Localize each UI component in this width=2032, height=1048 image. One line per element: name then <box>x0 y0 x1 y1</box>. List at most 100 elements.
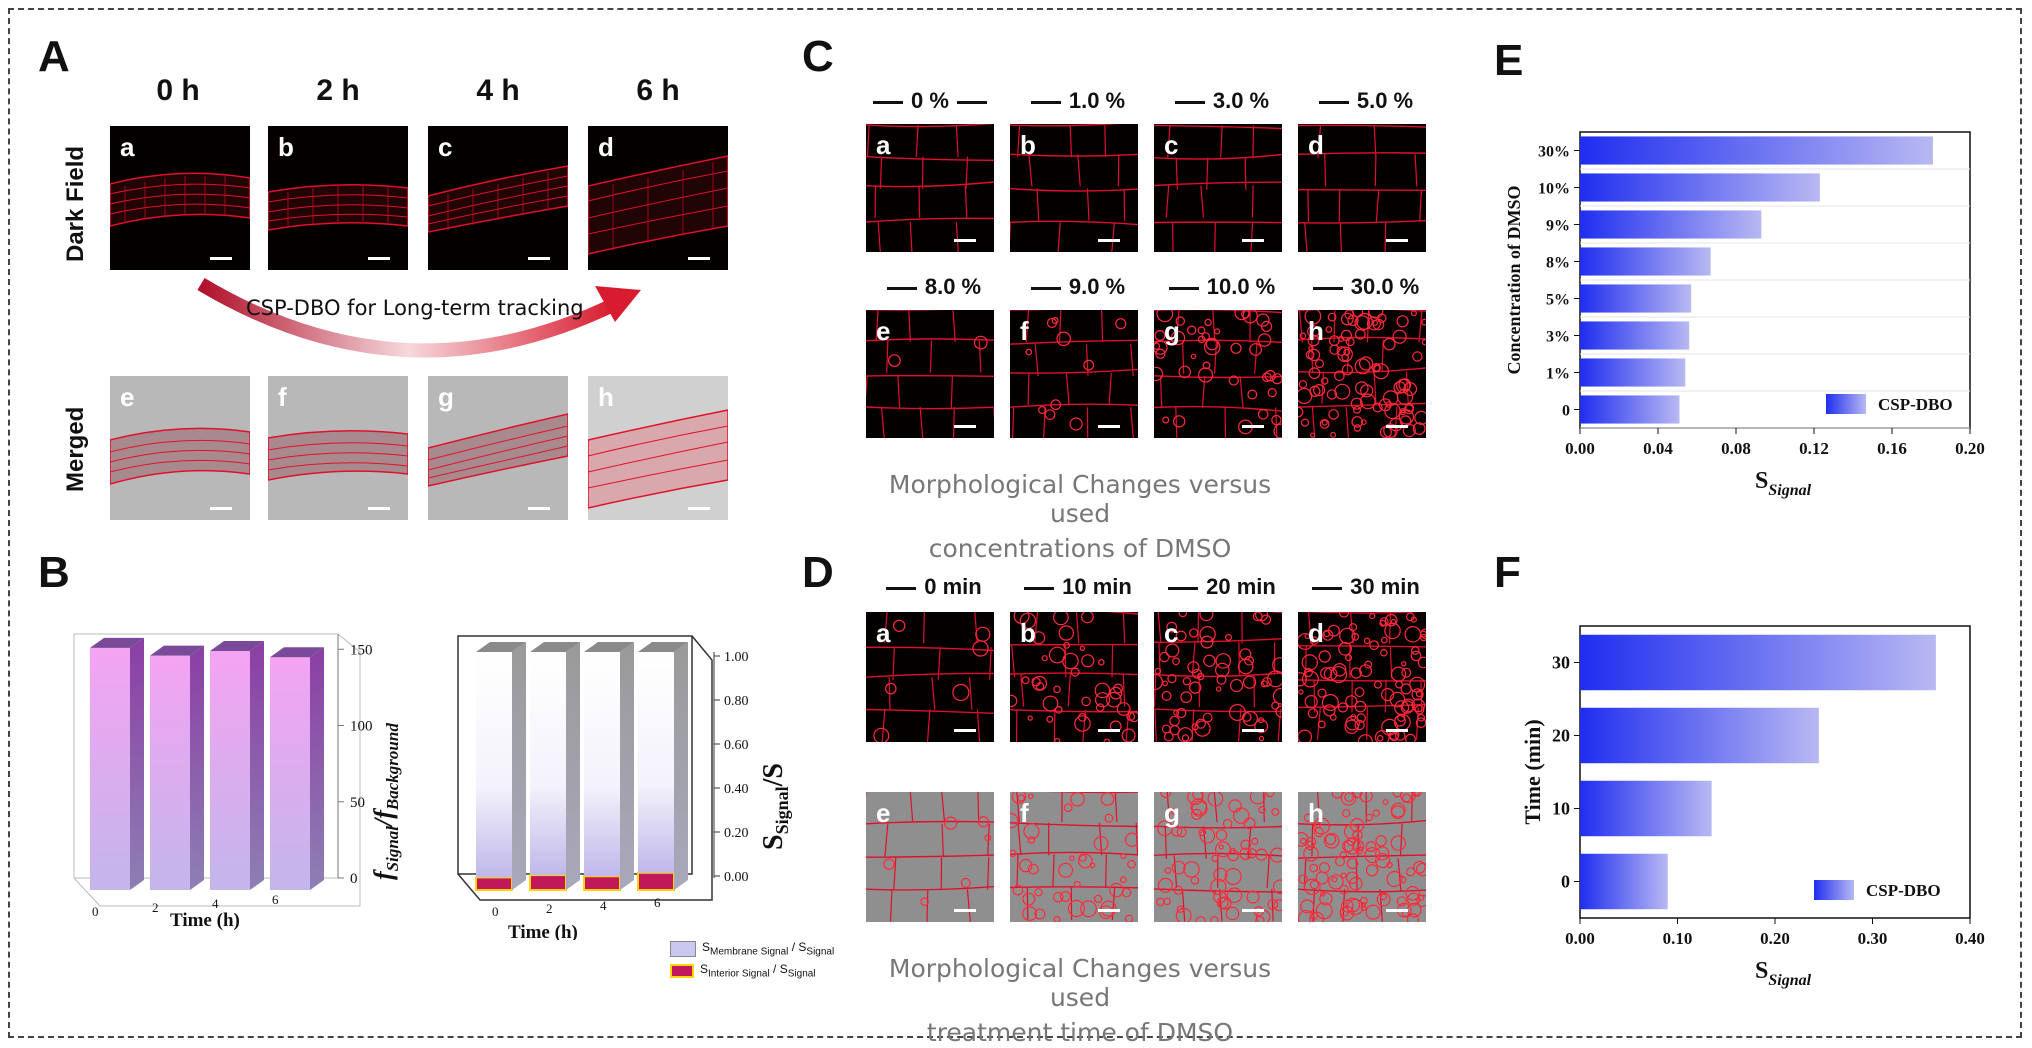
panel-c-condition-7: 30.0 % <box>1292 274 1432 326</box>
panel-c-image-c: c <box>1154 124 1282 252</box>
bar-interior-4 <box>583 875 621 891</box>
condition-text: 9.0 % <box>1068 274 1126 299</box>
legend-swatch <box>670 941 696 957</box>
image-tag: e <box>120 382 135 412</box>
legend-label: CSP-DBO <box>1866 881 1941 900</box>
y-axis-label: SSignal/S <box>758 763 792 850</box>
y-tick-label: 0 <box>1561 872 1570 892</box>
bar-front-2 <box>150 655 190 890</box>
bar-10 <box>1580 780 1712 837</box>
panel-d-image-a: a <box>866 612 994 742</box>
tissue-strip <box>428 376 568 520</box>
image-tag: c <box>1164 130 1179 160</box>
image-tag: c <box>1164 618 1179 648</box>
x-tick-label: 2 <box>152 900 159 915</box>
image-tag: h <box>1308 798 1324 828</box>
x-axis-label: Time (h) <box>170 910 240 931</box>
bar-5% <box>1580 284 1692 313</box>
scale-bar <box>954 729 976 732</box>
panel-c-image-b: b <box>1010 124 1138 252</box>
image-tag: g <box>438 382 454 412</box>
x-tick-label: 0.20 <box>1955 439 1985 458</box>
bar-8% <box>1580 247 1711 276</box>
y-tick-label: 1% <box>1546 366 1570 383</box>
long-term-tracking-arrow <box>197 277 641 358</box>
bar-top-2 <box>530 642 580 652</box>
scale-bar <box>1098 729 1120 732</box>
panel-a-row-merged: Merged <box>62 406 89 492</box>
tissue-strip <box>110 172 250 227</box>
caption-line-1: Morphological Changes versus used <box>888 470 1272 528</box>
panel-letter-a: A <box>38 32 70 81</box>
panel-a-dark-image-b: b <box>268 126 408 270</box>
condition-text: 0 min <box>924 574 982 599</box>
y-axis-label: Concentration of DMSO <box>1504 186 1524 375</box>
x-label-main: S <box>1755 958 1768 984</box>
x-tick-label: 6 <box>654 895 661 910</box>
image-tag: g <box>1164 798 1180 828</box>
y-label-mid: /f <box>369 808 398 828</box>
image-tag: f <box>1020 798 1029 828</box>
scale-bar <box>1386 909 1408 912</box>
condition-text: 0 % <box>911 88 949 113</box>
bar-20 <box>1580 707 1819 764</box>
legend-swatch <box>1814 880 1854 900</box>
y-tick-label: 8% <box>1546 255 1570 272</box>
bar-side-4 <box>250 640 264 890</box>
scale-bar <box>688 507 710 510</box>
x-tick-label: 0.00 <box>1565 929 1595 948</box>
bar-0 <box>1580 853 1668 910</box>
panel-letter-d: D <box>802 548 834 597</box>
image-tag: b <box>1020 130 1036 160</box>
image-tag: h <box>598 382 614 412</box>
y-axis-label: fSignal/fBackground <box>369 723 402 880</box>
x-axis-label: SSignal <box>1755 958 1812 989</box>
panel-c-image-f: f <box>1010 310 1138 438</box>
panel-a-row-dark-field: Dark Field <box>62 145 89 262</box>
panel-d-caption: Morphological Changes versus used treatm… <box>860 954 1300 1047</box>
x-axis-label: SSignal <box>1755 468 1812 499</box>
y-ticks: 0 50 100 150 <box>338 642 373 887</box>
panel-c-image-e: e <box>866 310 994 438</box>
image-tag: f <box>1020 316 1029 346</box>
x-tick-label: 0.20 <box>1760 929 1790 948</box>
image-tag: e <box>876 798 891 828</box>
scale-bar <box>1242 909 1264 912</box>
panel-d-image-f: f <box>1010 792 1138 922</box>
y-tick-label: 0.00 <box>724 870 749 885</box>
x-tick-label: 6 <box>272 892 279 907</box>
bar-top-2 <box>150 645 204 656</box>
condition-text: 20 min <box>1206 574 1276 599</box>
chart-body: 30 20 10 0 0.00 0.10 0.20 0.30 0.40 SSignal Time (… <box>1520 625 1985 989</box>
bar-9% <box>1580 210 1762 239</box>
y-tick-label: 150 <box>350 642 373 658</box>
panel-b-legend: SMembrane Signal / SSignal SInterior Sig… <box>670 938 840 982</box>
image-tag: a <box>876 618 891 648</box>
scale-bar <box>954 425 976 428</box>
image-tag: h <box>1308 316 1324 346</box>
x-tick-label: 4 <box>212 896 219 911</box>
y-ticks: 0.00 0.20 0.40 0.60 0.80 1.00 <box>714 650 749 885</box>
bar-top-4 <box>210 640 264 651</box>
y-tick-label: 3% <box>1546 329 1570 346</box>
y-tick-label: 5% <box>1546 292 1570 309</box>
scale-bar <box>1386 425 1408 428</box>
caption-line-1: Morphological Changes versus used <box>888 954 1272 1012</box>
condition-text: 8.0 % <box>924 274 982 299</box>
panel-a-col-0h: 0 h <box>156 74 200 107</box>
bar-front-4 <box>210 650 250 890</box>
bar-10% <box>1580 173 1820 202</box>
x-tick-label: 0.40 <box>1955 929 1985 948</box>
bar-top-0 <box>90 637 144 648</box>
bar-membrane-2 <box>530 652 566 876</box>
panel-b-right-chart: 0.00 0.20 0.40 0.60 0.80 1.00 0 2 4 6 Time (h) S… <box>457 635 792 940</box>
panel-a-col-2h: 2 h <box>316 74 360 107</box>
y-tick-label: 10% <box>1538 181 1570 198</box>
condition-text: 30 min <box>1350 574 1420 599</box>
bar-front-0 <box>90 647 130 890</box>
chart-front-frame <box>73 633 361 907</box>
panel-c-image-g: g <box>1154 310 1282 438</box>
panel-f-chart: 30 20 10 0 0.00 0.10 0.20 0.30 0.40 SSignal Time (… <box>1520 625 1985 989</box>
x-tick-label: 0.08 <box>1721 439 1751 458</box>
scale-bar <box>368 507 390 510</box>
